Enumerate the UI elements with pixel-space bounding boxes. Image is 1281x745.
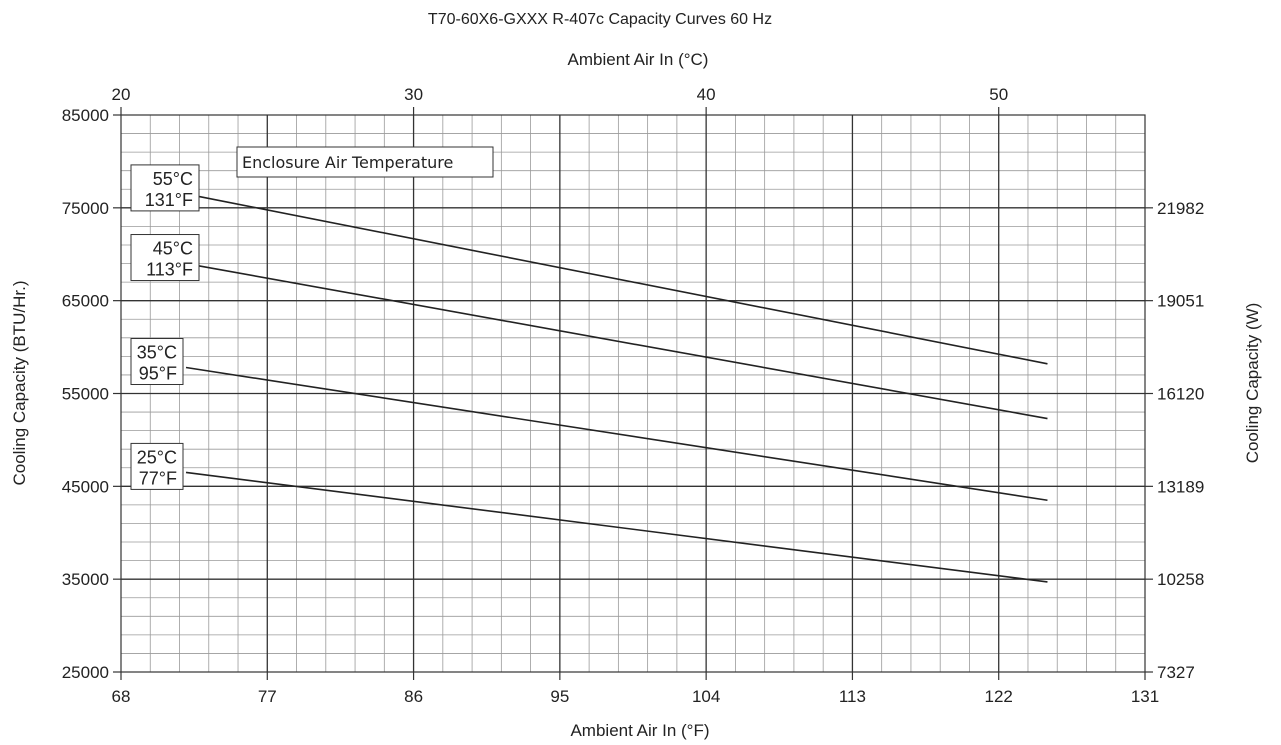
y2-tick-label: 10258	[1157, 570, 1204, 589]
legend-title-box: Enclosure Air Temperature	[236, 146, 494, 178]
series-label-box	[130, 338, 184, 386]
series-label-fahrenheit: 95°F	[139, 364, 177, 384]
series-label-box	[130, 234, 200, 282]
series-lines	[185, 193, 1048, 583]
series-label-fahrenheit: 113°F	[146, 260, 193, 280]
plot-frame	[120, 114, 1146, 673]
series-label-celsius: 55°C	[153, 169, 193, 189]
legend-title-text: Enclosure Air Temperature	[242, 153, 453, 172]
series-label-3: 35°C95°F	[130, 338, 184, 386]
series-label-box	[130, 442, 184, 490]
y2-tick-label: 21982	[1157, 199, 1204, 218]
series-line-3	[185, 366, 1048, 502]
x-tick-label: 104	[692, 687, 720, 706]
x2-tick-label: 30	[404, 85, 423, 104]
x-tick-label: 68	[112, 687, 131, 706]
y-tick-label: 35000	[62, 570, 109, 589]
series-line-1	[185, 193, 1048, 365]
x-tick-label: 131	[1131, 687, 1159, 706]
y-tick-label: 25000	[62, 663, 109, 682]
y-tick-label: 75000	[62, 199, 109, 218]
x2-tick-label: 40	[697, 85, 716, 104]
y2-tick-label: 13189	[1157, 477, 1204, 496]
y-tick-label: 45000	[62, 477, 109, 496]
series-line-4	[185, 471, 1048, 583]
x-tick-label: 113	[839, 687, 866, 706]
series-label-celsius: 25°C	[137, 447, 177, 467]
series-line-2	[185, 262, 1048, 420]
series-label-celsius: 35°C	[137, 343, 177, 363]
y-tick-label: 85000	[62, 106, 109, 125]
y-tick-label: 65000	[62, 292, 109, 311]
series-label-box	[130, 164, 200, 212]
series-label-4: 25°C77°F	[130, 442, 184, 490]
axis-ticks	[113, 107, 1153, 680]
x-tick-label: 77	[258, 687, 277, 706]
series-label-fahrenheit: 77°F	[139, 468, 177, 488]
x-tick-label: 86	[404, 687, 423, 706]
x-tick-label: 95	[550, 687, 569, 706]
y2-tick-label: 19051	[1157, 292, 1204, 311]
tick-labels: 68 77 86 95 104 113 122 131 20 30 40 50 25000 35000 45…	[62, 85, 1205, 706]
y-tick-label: 55000	[62, 385, 109, 404]
bottom-axis-title: Ambient Air In (°F)	[570, 721, 709, 740]
left-axis-title: Cooling Capacity (BTU/Hr.)	[10, 280, 29, 485]
top-axis-title: Ambient Air In (°C)	[568, 50, 709, 69]
y2-tick-label: 7327	[1157, 663, 1195, 682]
x2-tick-label: 20	[112, 85, 131, 104]
series-label-fahrenheit: 131°F	[145, 190, 193, 210]
legend-title-frame	[236, 146, 494, 178]
x-tick-label: 122	[985, 687, 1013, 706]
y2-tick-label: 16120	[1157, 385, 1204, 404]
x2-tick-label: 50	[989, 85, 1008, 104]
right-axis-title: Cooling Capacity (W)	[1243, 303, 1262, 464]
series-label-celsius: 45°C	[153, 239, 193, 259]
chart-title: T70-60X6-GXXX R-407c Capacity Curves 60 …	[428, 11, 772, 28]
